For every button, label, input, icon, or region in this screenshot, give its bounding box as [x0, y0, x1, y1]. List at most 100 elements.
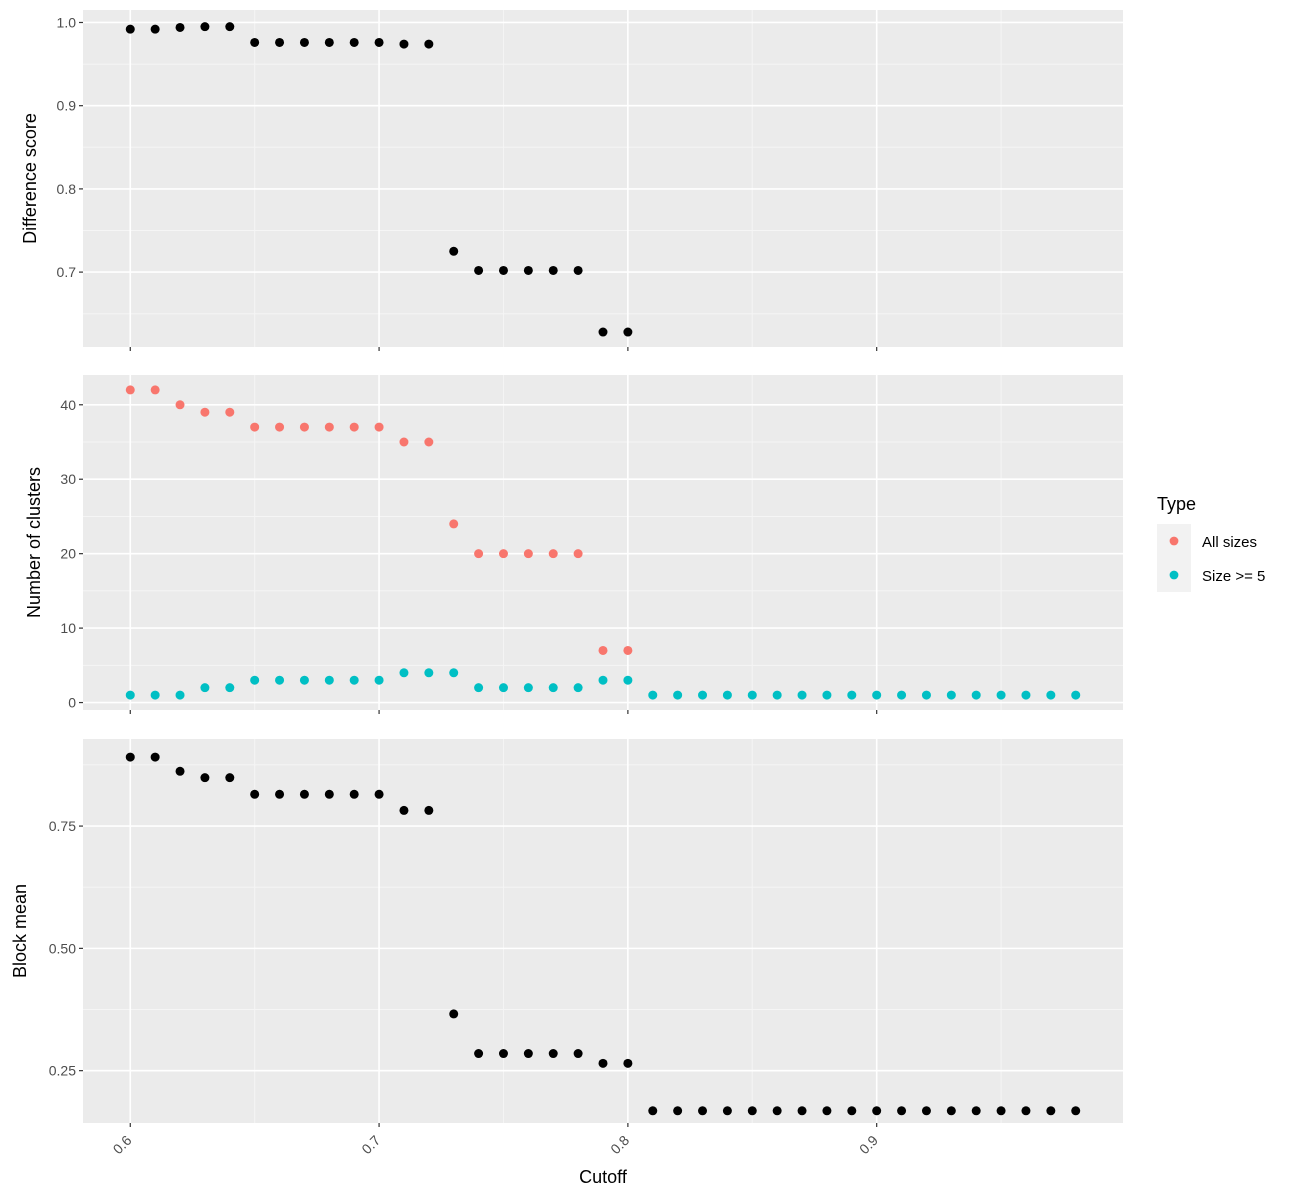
- data-point: [498, 683, 508, 693]
- data-point: [399, 805, 409, 815]
- data-point: [1046, 1106, 1056, 1116]
- y-tick-label: 0.25: [49, 1063, 76, 1079]
- panel-top: 0.7 0.8 0.9 1.0 Difference score: [20, 10, 1123, 351]
- data-point: [275, 422, 285, 432]
- data-point: [275, 789, 285, 799]
- data-point: [324, 37, 334, 47]
- data-point: [523, 265, 533, 275]
- data-point: [623, 327, 633, 337]
- x-tick-label: 0.6: [110, 1132, 135, 1157]
- panel-middle: 0 10 20 30 40 Number of clusters: [24, 375, 1123, 714]
- data-point: [847, 1106, 857, 1116]
- data-point: [250, 422, 260, 432]
- data-point: [449, 668, 459, 678]
- data-point: [623, 675, 633, 685]
- data-point: [1021, 1106, 1031, 1116]
- data-point: [722, 1106, 732, 1116]
- panel-background: [83, 10, 1123, 347]
- legend-title: Type: [1157, 494, 1196, 514]
- data-point: [225, 22, 235, 32]
- data-point: [250, 789, 260, 799]
- data-point: [125, 385, 135, 395]
- data-point: [299, 789, 309, 799]
- data-point: [747, 1106, 757, 1116]
- data-point: [374, 675, 384, 685]
- data-point: [797, 690, 807, 700]
- data-point: [822, 1106, 832, 1116]
- data-point: [349, 789, 359, 799]
- data-point: [150, 752, 160, 762]
- data-point: [1071, 690, 1081, 700]
- data-point: [399, 668, 409, 678]
- data-point: [150, 385, 160, 395]
- data-point: [200, 773, 210, 783]
- y-tick-label: 0.75: [49, 818, 76, 834]
- data-point: [474, 549, 484, 559]
- data-point: [175, 766, 185, 776]
- data-point: [424, 437, 434, 447]
- data-point: [324, 422, 334, 432]
- data-point: [971, 690, 981, 700]
- data-point: [498, 549, 508, 559]
- data-point: [250, 675, 260, 685]
- data-point: [125, 24, 135, 34]
- y-axis-title: Difference score: [20, 113, 40, 244]
- data-point: [275, 675, 285, 685]
- data-point: [623, 645, 633, 655]
- data-point: [324, 675, 334, 685]
- data-point: [573, 549, 583, 559]
- data-point: [822, 690, 832, 700]
- y-tick-label: 0.9: [57, 98, 77, 114]
- data-point: [324, 789, 334, 799]
- y-tick-label: 0.50: [49, 940, 76, 956]
- data-point: [424, 805, 434, 815]
- data-point: [474, 265, 484, 275]
- data-point: [573, 1049, 583, 1059]
- data-point: [449, 1009, 459, 1019]
- y-tick-label: 20: [60, 546, 76, 562]
- data-point: [374, 422, 384, 432]
- data-point: [921, 690, 931, 700]
- data-point: [200, 22, 210, 32]
- data-point: [225, 407, 235, 417]
- data-point: [200, 407, 210, 417]
- data-point: [897, 690, 907, 700]
- x-tick-label: 0.7: [358, 1132, 383, 1157]
- data-point: [772, 690, 782, 700]
- data-point: [1046, 690, 1056, 700]
- data-point: [175, 22, 185, 32]
- data-point: [424, 39, 434, 49]
- data-point: [996, 1106, 1006, 1116]
- data-point: [847, 690, 857, 700]
- panels-group: 0.7 0.8 0.9 1.0 Difference score 0 10 20 30 40 Num…: [10, 10, 1123, 1157]
- data-point: [648, 1106, 658, 1116]
- x-axis-title: Cutoff: [579, 1167, 628, 1187]
- y-tick-label: 40: [60, 397, 76, 413]
- y-tick-label: 30: [60, 471, 76, 487]
- legend-label-size-ge-5: Size >= 5: [1202, 568, 1265, 585]
- legend: Type All sizes Size >= 5: [1157, 494, 1265, 592]
- data-point: [1071, 1106, 1081, 1116]
- data-point: [498, 1049, 508, 1059]
- data-point: [872, 1106, 882, 1116]
- data-point: [573, 683, 583, 693]
- data-point: [125, 752, 135, 762]
- data-point: [424, 668, 434, 678]
- data-point: [673, 1106, 683, 1116]
- data-point: [772, 1106, 782, 1116]
- y-tick-label: 0.8: [57, 181, 77, 197]
- data-point: [598, 327, 608, 337]
- data-point: [474, 683, 484, 693]
- data-point: [573, 265, 583, 275]
- data-point: [548, 1049, 558, 1059]
- data-point: [648, 690, 658, 700]
- data-point: [797, 1106, 807, 1116]
- legend-key-all-sizes: [1169, 536, 1179, 546]
- data-point: [548, 265, 558, 275]
- panel-bottom: 0.25 0.50 0.75 0.6 0.7 0.8 0.9 Block mean: [10, 739, 1123, 1157]
- data-point: [374, 789, 384, 799]
- data-point: [523, 683, 533, 693]
- data-point: [175, 690, 185, 700]
- data-point: [374, 37, 384, 47]
